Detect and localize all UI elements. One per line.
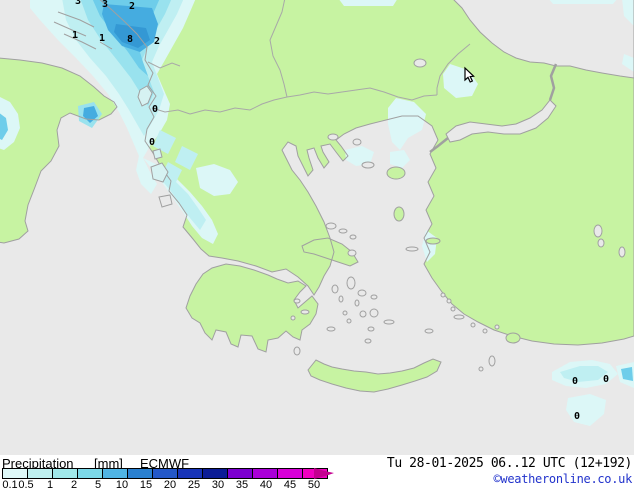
scale-tick-label: 45 [283, 479, 297, 490]
scale-color-cell [177, 468, 202, 479]
scale-color-cell [52, 468, 77, 479]
island-kefalonia [150, 162, 169, 183]
coastlines [0, 0, 634, 393]
scale-color-cell [152, 468, 177, 479]
scale-color-cell [102, 468, 127, 479]
islands [137, 58, 626, 372]
scale-color-cell [77, 468, 102, 479]
scale-color-cell [227, 468, 252, 479]
scale-tick-label: 30 [211, 479, 225, 490]
island-rhodes [505, 332, 521, 344]
island-lesbos [386, 166, 406, 180]
island-samos [425, 237, 441, 245]
scale-color-cell [127, 468, 152, 479]
scale-color-cell [202, 468, 227, 479]
scale-tick-label: 50 [307, 479, 321, 490]
scale-tick-label: 0.1 [2, 479, 18, 490]
turkish-lakes [413, 58, 626, 258]
scale-tick-label: 20 [163, 479, 177, 490]
timestamp-label: Tu 28-01-2025 06..12 UTC (12+192) [386, 456, 632, 471]
country-borders [147, 0, 471, 115]
precipitation-link[interactable]: Precipitation [2, 456, 74, 471]
scale-tick-label: 40 [259, 479, 273, 490]
bosphorus-strait [548, 63, 558, 101]
scale-color-cell [277, 468, 302, 479]
mouse-cursor-icon [464, 66, 475, 83]
scale-tick-labels: 0.1 0.5 1 2 5 10 15 20 25 30 35 40 45 50 [0, 479, 360, 490]
scale-tick-label: 15 [139, 479, 153, 490]
croatian-islands [57, 11, 95, 28]
scale-color-cell [252, 468, 277, 479]
scale-tick-label: 1 [46, 479, 54, 490]
island-corfu [137, 85, 153, 107]
scale-tick-label: 0.5 [18, 479, 34, 490]
island-chios [393, 206, 405, 222]
scale-color-cell [2, 468, 27, 479]
scale-tick-label: 2 [70, 479, 78, 490]
legend-unit-label: [mm] [94, 456, 123, 471]
large-aegean-islands [386, 166, 521, 344]
scale-tick-label: 10 [115, 479, 129, 490]
scale-overflow-arrow-icon [314, 468, 334, 479]
map-canvas [0, 0, 634, 426]
copyright-link[interactable]: ©weatheronline.co.uk [493, 472, 633, 486]
island-zakynthos [158, 194, 173, 208]
aegean-islands [290, 133, 500, 372]
legend-model-label: ECMWF [140, 456, 190, 471]
legend-bar: Precipitation [mm] ECMWF Tu 28-01-2025 0… [0, 455, 634, 490]
scale-tick-label: 5 [94, 479, 102, 490]
scale-tick-label: 25 [187, 479, 201, 490]
precip-color-scale [2, 468, 328, 479]
scale-tick-label: 35 [235, 479, 249, 490]
scale-color-cell [27, 468, 52, 479]
island-lefkada [152, 148, 163, 160]
